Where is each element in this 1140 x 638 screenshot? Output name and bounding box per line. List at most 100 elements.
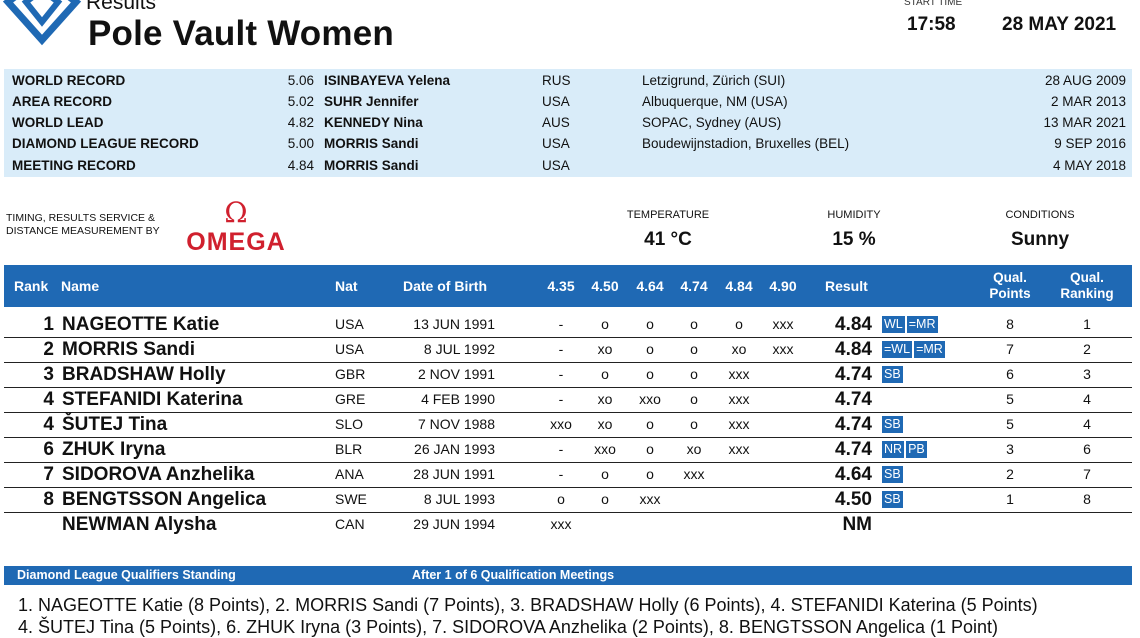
- event-date: 28 MAY 2021: [1002, 14, 1117, 35]
- header-qual-points-line2: Points: [989, 286, 1031, 301]
- table-row: 1 NAGEOTTE Katie USA 13 JUN 1991 - o o o o xxx 4.8…: [4, 312, 1132, 338]
- cell-attempt: [717, 487, 761, 512]
- result-badges: SB: [882, 491, 903, 508]
- record-badge: =WL: [882, 341, 913, 358]
- record-holder: SUHR Jennifer: [324, 94, 419, 109]
- cell-nat: USA: [335, 341, 364, 357]
- result-badges: =WL =MR: [882, 341, 945, 358]
- cell-attempt: [761, 387, 805, 412]
- record-date: 4 MAY 2018: [1052, 158, 1126, 173]
- header-qual-ranking: Qual. Ranking: [1057, 270, 1117, 302]
- record-category: WORLD RECORD: [12, 73, 126, 88]
- cell-attempt: o: [601, 316, 609, 332]
- cell-name: NEWMAN Alysha: [62, 514, 217, 535]
- cell-qual-points: 5: [1006, 391, 1014, 407]
- cell-nat: CAN: [335, 516, 365, 532]
- table-row: 4 ŠUTEJ Tina SLO 7 NOV 1988 xxo xo o o xxx 4.74 SB…: [4, 412, 1132, 438]
- record-nat: AUS: [542, 115, 570, 130]
- table-row: 2 MORRIS Sandi USA 8 JUL 1992 - xo o o xo xxx 4.84…: [4, 337, 1132, 363]
- cell-rank: 6: [43, 439, 54, 460]
- result-badges: WL =MR: [882, 316, 938, 333]
- cell-qual-ranking: 4: [1083, 391, 1091, 407]
- conditions-label: CONDITIONS: [1005, 209, 1075, 221]
- cell-qual-points: [980, 512, 1040, 537]
- cell-dob: 2 NOV 1991: [417, 366, 495, 382]
- cell-qual-ranking: 6: [1083, 441, 1091, 457]
- cell-attempt: xxo: [550, 416, 572, 432]
- record-venue: Letzigrund, Zürich (SUI): [642, 73, 786, 88]
- table-row: 8 BENGTSSON Angelica SWE 8 JUL 1993 o o xxx 4.5…: [4, 487, 1132, 513]
- cell-attempt: [761, 437, 805, 462]
- header-qual-points-line1: Qual.: [993, 270, 1027, 285]
- header-name: Name: [61, 278, 100, 294]
- cell-attempt: xxx: [728, 416, 750, 432]
- table-row: 7 SIDOROVA Anzhelika ANA 28 JUN 1991 - o o xxx 4…: [4, 462, 1132, 488]
- cell-dob: 28 JUN 1991: [413, 466, 495, 482]
- cell-attempt: [761, 487, 805, 512]
- header-height-4: 4.84: [725, 278, 753, 294]
- header-height-1: 4.50: [591, 278, 619, 294]
- cell-attempt: -: [558, 366, 564, 382]
- record-badge: =MR: [906, 316, 938, 333]
- record-badge: =MR: [914, 341, 945, 358]
- cell-nat: GBR: [335, 366, 366, 382]
- standings-line-2: 4. ŠUTEJ Tina (5 Points), 6. ZHUK Iryna …: [18, 617, 999, 637]
- record-date: 28 AUG 2009: [1044, 73, 1126, 88]
- cell-qual-ranking: 8: [1083, 491, 1091, 507]
- cell-attempt: xxx: [728, 391, 750, 407]
- standings-title: Diamond League Qualifiers Standing: [17, 568, 236, 582]
- cell-attempt: [761, 512, 805, 537]
- cell-attempt: xo: [597, 391, 613, 407]
- cell-attempt: xo: [686, 441, 702, 457]
- cell-attempt: o: [735, 316, 743, 332]
- cell-rank: 8: [43, 489, 54, 510]
- cell-attempt: xxx: [550, 516, 572, 532]
- cell-attempt: [761, 462, 805, 487]
- timing-label: TIMING, RESULTS SERVICE & DISTANCE MEASU…: [6, 212, 160, 238]
- cell-qual-ranking: 1: [1083, 316, 1091, 332]
- cell-attempt: [717, 512, 761, 537]
- results-table-header: Rank Name Nat Date of Birth Result Qual.…: [4, 265, 1132, 307]
- cell-nat: ANA: [335, 466, 364, 482]
- record-mark: 5.00: [287, 136, 314, 151]
- cell-dob: 29 JUN 1994: [413, 516, 495, 532]
- humidity-label: HUMIDITY: [827, 209, 881, 221]
- record-category: WORLD LEAD: [12, 115, 104, 130]
- cell-qual-points: 8: [1006, 316, 1014, 332]
- cell-attempt: xxo: [639, 391, 661, 407]
- header-rank: Rank: [14, 278, 49, 294]
- cell-attempt: xxx: [728, 366, 750, 382]
- cell-nat: SWE: [335, 491, 367, 507]
- cell-attempt: o: [690, 316, 698, 332]
- header-height-0: 4.35: [547, 278, 575, 294]
- omega-symbol-icon: Ω OMEGA: [186, 196, 284, 256]
- record-date: 2 MAR 2013: [1050, 94, 1126, 109]
- cell-rank: [16, 512, 54, 537]
- cell-result: 4.50: [835, 489, 872, 510]
- cell-attempt: -: [558, 441, 564, 457]
- cell-dob: 26 JAN 1993: [414, 441, 495, 457]
- cell-attempt: xo: [597, 416, 613, 432]
- table-row: NEWMAN Alysha CAN 29 JUN 1994 xxx NM: [4, 512, 1132, 537]
- cell-dob: 13 JUN 1991: [413, 316, 495, 332]
- timing-label-line2: DISTANCE MEASUREMENT BY: [6, 225, 160, 237]
- temperature-value: 41 °C: [644, 229, 692, 250]
- record-badge: SB: [882, 366, 903, 383]
- cell-attempt: o: [646, 441, 654, 457]
- record-holder: MORRIS Sandi: [324, 158, 419, 173]
- record-venue: Albuquerque, NM (USA): [642, 94, 788, 109]
- header-height-3: 4.74: [680, 278, 708, 294]
- header-height-2: 4.64: [636, 278, 664, 294]
- temperature-label: TEMPERATURE: [626, 209, 710, 221]
- cell-nat: SLO: [335, 416, 364, 432]
- cell-rank: 1: [43, 314, 54, 335]
- record-row: DIAMOND LEAGUE RECORD 5.00 MORRIS Sandi USA…: [4, 133, 1132, 154]
- cell-dob: 8 JUL 1993: [423, 491, 495, 507]
- record-mark: 5.02: [287, 94, 314, 109]
- cell-attempt: o: [690, 391, 698, 407]
- cell-name: ŠUTEJ Tina: [62, 414, 168, 435]
- start-time: 17:58: [907, 14, 956, 35]
- record-row: WORLD LEAD 4.82 KENNEDY Nina AUS SOPAC, Sydn…: [4, 112, 1132, 133]
- cell-attempt: [583, 512, 627, 537]
- record-badge: NR: [882, 441, 905, 458]
